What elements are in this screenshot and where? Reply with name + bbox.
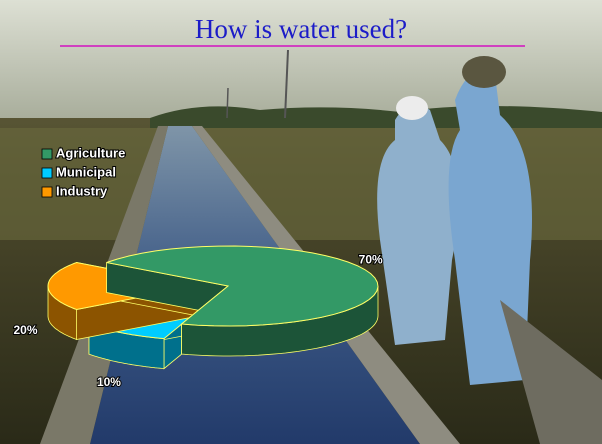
legend-swatch bbox=[41, 167, 53, 179]
legend: Agriculture Municipal Industry bbox=[41, 144, 126, 199]
legend-label: Agriculture bbox=[56, 145, 125, 160]
legend-label: Municipal bbox=[56, 164, 116, 179]
data-label: 10% bbox=[97, 375, 121, 389]
pie-chart: 10% 20% 70% bbox=[12, 245, 384, 390]
slice bbox=[106, 245, 379, 327]
data-label: 70% bbox=[359, 253, 383, 267]
legend-label: Industry bbox=[56, 183, 108, 198]
legend-swatch bbox=[41, 186, 53, 198]
slide-title: How is water used? bbox=[195, 14, 407, 44]
data-label: 20% bbox=[13, 323, 37, 337]
legend-swatch bbox=[41, 148, 53, 160]
